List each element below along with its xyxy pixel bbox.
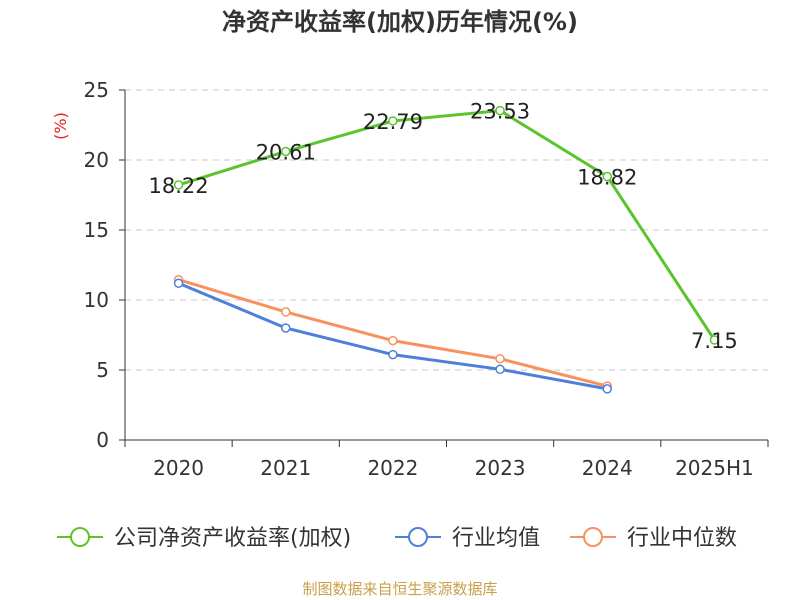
data-label: 7.15	[691, 329, 738, 353]
series-group	[173, 105, 720, 394]
legend-item-0[interactable]: 公司净资产收益率(加权)	[57, 526, 351, 551]
legend-item-1[interactable]: 行业均值	[395, 526, 540, 551]
data-point	[602, 384, 612, 394]
data-label: 22.79	[363, 110, 423, 134]
x-tick-label: 2021	[260, 456, 311, 480]
data-label: 20.61	[256, 140, 316, 164]
data-point	[281, 323, 291, 333]
y-tick-label: 15	[84, 218, 109, 242]
data-label: 18.22	[149, 174, 209, 198]
data-point	[388, 335, 398, 346]
data-point	[173, 180, 184, 190]
data-point	[173, 278, 184, 288]
data-point	[281, 146, 291, 157]
y-axis-unit-label: (%)	[51, 112, 70, 140]
data-point	[388, 116, 398, 126]
legend: 公司净资产收益率(加权) 行业均值 行业中位数	[57, 526, 737, 551]
chart-title: 净资产收益率(加权)历年情况(%)	[222, 8, 578, 36]
legend-label: 行业中位数	[627, 526, 737, 551]
legend-item-2[interactable]: 行业中位数	[570, 526, 737, 551]
legend-swatch-marker	[583, 527, 603, 547]
y-tick-label: 10	[84, 288, 109, 312]
data-point	[495, 354, 505, 364]
legend-swatch-marker	[408, 527, 428, 547]
data-point	[495, 364, 505, 375]
axes: 0 5 10 15 20 25 2020 2021 2022 2023 2024 2025H1	[84, 78, 769, 480]
data-label: 23.53	[470, 100, 530, 124]
data-label: 18.82	[577, 166, 637, 190]
source-note: 制图数据来自恒生聚源数据库	[302, 580, 497, 598]
data-point	[602, 171, 612, 182]
legend-label: 公司净资产收益率(加权)	[114, 526, 351, 551]
data-point	[281, 307, 291, 317]
x-tick-label: 2020	[153, 456, 204, 480]
x-tick-label: 2022	[367, 456, 418, 480]
series-line-0	[178, 109, 716, 341]
grid-lines	[125, 89, 768, 371]
legend-label: 行业均值	[452, 526, 540, 551]
legend-swatch-marker	[70, 527, 90, 547]
y-tick-label: 25	[84, 78, 109, 102]
x-tick-label: 2023	[475, 456, 526, 480]
data-labels: 18.22 20.61 22.79 23.53 18.82 7.15	[149, 100, 738, 353]
data-point	[709, 335, 720, 345]
y-tick-label: 5	[96, 358, 109, 382]
data-point	[388, 349, 398, 360]
x-tick-label: 2024	[582, 456, 633, 480]
x-tick-label: 2025H1	[675, 456, 754, 480]
y-tick-label: 0	[96, 428, 109, 452]
data-point	[495, 105, 505, 116]
y-tick-label: 20	[84, 148, 109, 172]
